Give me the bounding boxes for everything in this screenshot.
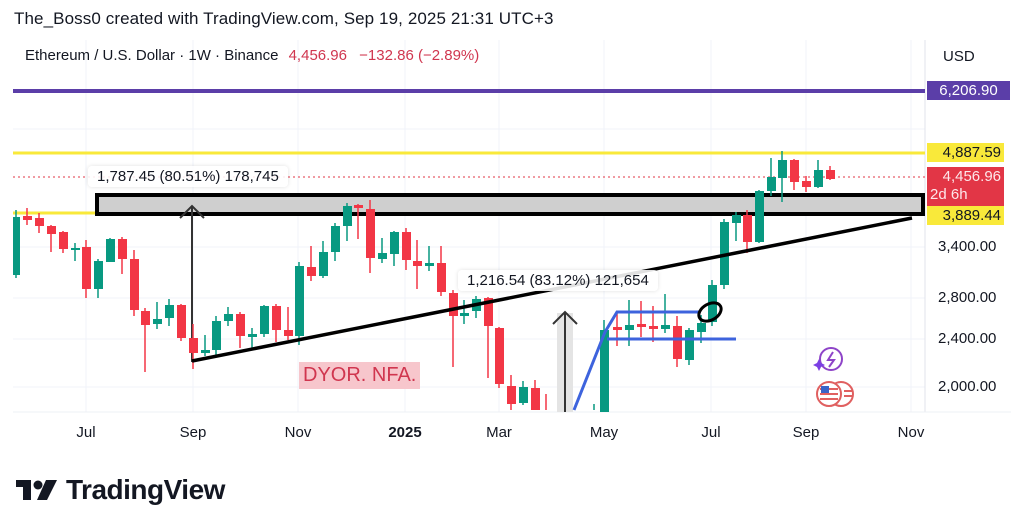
price-axis-label: 3,400.00 [938, 238, 997, 255]
tradingview-logo-icon [16, 480, 57, 500]
chart-attribution: The_Boss0 created with TradingView.com, … [14, 9, 554, 28]
blue-range-lines [572, 310, 736, 411]
time-axis-label: Mar [486, 424, 512, 441]
legend-last-price: 4,456.96 [288, 47, 347, 64]
legend-price-change: −132.86 (−2.89%) [359, 47, 480, 64]
candles [13, 151, 835, 412]
price-axis-label: 2,400.00 [938, 330, 997, 347]
time-axis-label: Sep [792, 424, 820, 441]
time-axis-label: Nov [284, 424, 312, 441]
price-range-measure-1[interactable]: 1,787.45 (80.51%) 178,745 [88, 166, 288, 187]
bar-countdown: 2d 6h [930, 186, 968, 203]
time-axis-label: May [589, 424, 619, 441]
us-flag-economic-event-icon[interactable] [815, 379, 857, 409]
current-price-tag: 4,456.96 2d 6h [927, 167, 1004, 206]
breakout-circle [697, 301, 723, 323]
price-range-measure-2[interactable]: 1,216.54 (83.12%) 121,654 [458, 270, 658, 291]
lower-yellow-price-tag: 3,889.44 [927, 206, 1004, 225]
measure-arrow-1 [179, 204, 205, 362]
disclaimer-label: DYOR. NFA. [299, 362, 421, 389]
time-axis-label-year: 2025 [388, 424, 422, 441]
tradingview-logo-text: TradingView [66, 474, 225, 505]
symbol-legend[interactable]: Ethereum / U.S. Dollar · 1W · Binance 4,… [25, 47, 479, 64]
time-axis-label: Sep [179, 424, 207, 441]
upper-yellow-price-tag: 4,887.59 [927, 143, 1004, 162]
time-axis-label: Jul [701, 424, 721, 441]
symbol-name: Ethereum / U.S. Dollar · 1W · Binance [25, 47, 279, 64]
current-price-value: 4,456.96 [942, 168, 1001, 185]
chart-panel[interactable] [13, 36, 1011, 446]
tradingview-logo: TradingView [16, 474, 225, 506]
time-axis-label: Nov [897, 424, 925, 441]
price-axis-label: 2,800.00 [938, 289, 997, 306]
lightning-event-icon[interactable] [812, 345, 846, 375]
time-axis-label: Jul [76, 424, 96, 441]
price-axis-label: 2,000.00 [938, 378, 997, 395]
grid-lines [13, 40, 925, 412]
purple-level-price-tag: 6,206.90 [927, 81, 1010, 100]
currency-label[interactable]: USD [943, 48, 975, 65]
measure-arrow-2 [552, 310, 578, 412]
resistance-zone-box [95, 193, 925, 216]
